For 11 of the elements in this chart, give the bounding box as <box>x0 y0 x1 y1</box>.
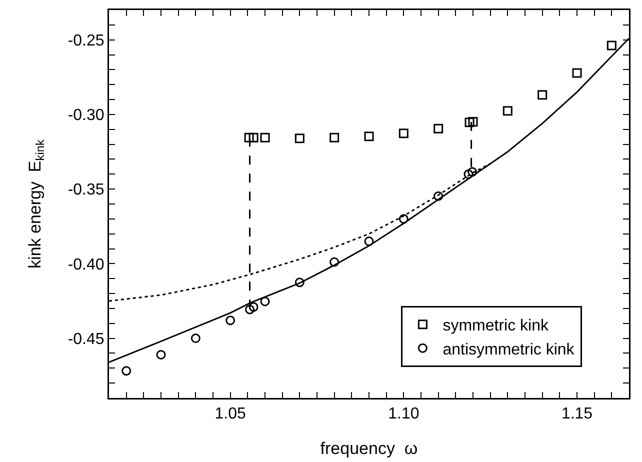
x-axis-title: frequency ω <box>320 438 418 458</box>
x-tick-label: 1.15 <box>561 406 593 423</box>
legend-label: antisymmetric kink <box>442 341 576 358</box>
y-tick-label: -0.40 <box>68 256 104 274</box>
y-tick-label: -0.45 <box>68 330 104 348</box>
y-tick-label: -0.30 <box>68 107 104 124</box>
y-tick-label: -0.25 <box>68 32 104 50</box>
x-tick-label: 1.05 <box>214 406 246 423</box>
y-tick-label: -0.35 <box>68 182 104 199</box>
x-tick-label: 1.10 <box>388 406 420 423</box>
legend-label: symmetric kink <box>442 318 550 335</box>
